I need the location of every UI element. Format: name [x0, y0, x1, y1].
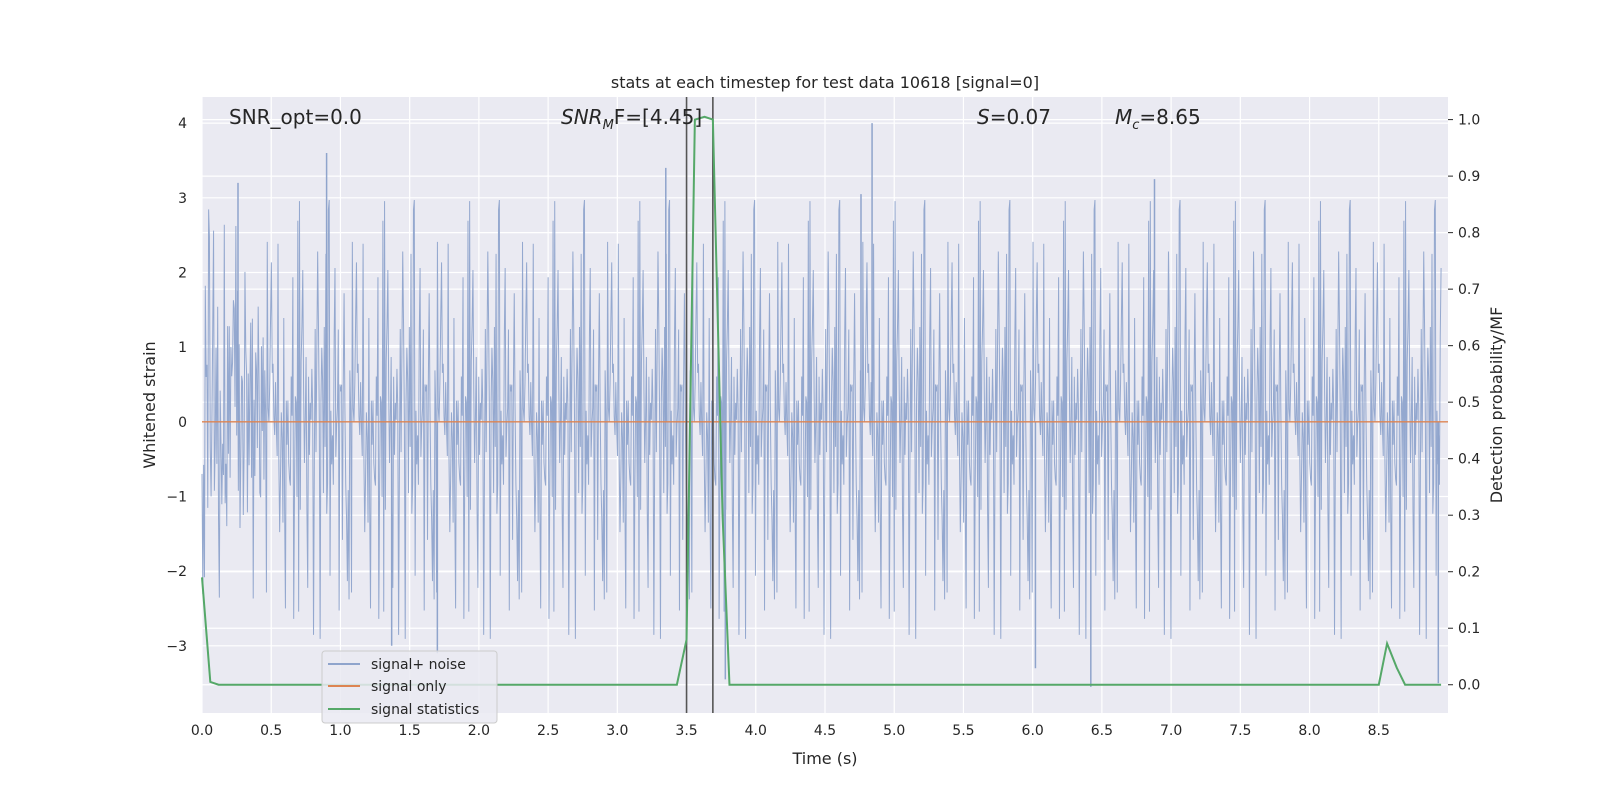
y2-tick-label: 0.5 [1458, 395, 1480, 411]
x-tick-label: 4.0 [745, 723, 767, 739]
x-tick-label: 3.5 [675, 723, 697, 739]
noise-line [201, 199, 1442, 639]
mc-sub: c [1132, 118, 1139, 133]
y2-tick-label: 0.1 [1458, 621, 1480, 637]
annotation-snr-mf: SNRMF=[4.45] [561, 105, 702, 133]
x-tick-label: 6.0 [1022, 723, 1044, 739]
legend-label-stat: signal statistics [371, 702, 479, 718]
x-axis-label: Time (s) [791, 749, 857, 768]
chart-title: stats at each timestep for test data 106… [611, 73, 1039, 92]
x-tick-label: 4.5 [814, 723, 836, 739]
x-tick-label: 1.5 [399, 723, 421, 739]
s-value: =0.07 [990, 105, 1051, 129]
y-ticks: 4 3 2 1 0 −1 −2 −3 [166, 116, 187, 655]
y2-tick-label: 0.3 [1458, 508, 1480, 524]
mc-italic: M [1115, 105, 1132, 129]
y-tick-label: −1 [166, 489, 187, 505]
y2-ticks: 1.0 0.9 0.8 0.7 0.6 0.5 0.4 0.3 0.2 0.1 0.0 [1448, 113, 1480, 694]
x-tick-label: 6.5 [1091, 723, 1113, 739]
y2-tick-label: 0.7 [1458, 282, 1480, 298]
annotation-mc: Mc=8.65 [1115, 105, 1201, 133]
y-axis-label: Whitened strain [140, 341, 159, 468]
y2-tick-label: 0.0 [1458, 678, 1480, 694]
x-tick-label: 3.0 [606, 723, 628, 739]
mc-value: =8.65 [1139, 105, 1200, 129]
x-tick-label: 2.5 [537, 723, 559, 739]
x-tick-label: 0.0 [191, 723, 213, 739]
legend: signal+ noise signal only signal statist… [321, 650, 498, 724]
s-italic: S [977, 105, 990, 129]
y2-tick-label: 0.6 [1458, 339, 1480, 355]
y-tick-label: 3 [178, 191, 187, 207]
y-tick-label: 4 [178, 116, 187, 132]
x-ticks: 0.0 0.5 1.0 1.5 2.0 2.5 3.0 3.5 4.0 4.5 5.0 5.5 6.0 6… [191, 723, 1390, 739]
y-tick-label: 0 [178, 415, 187, 431]
y-tick-label: −2 [166, 564, 187, 580]
snr-mf-suffix: F=[4.45] [614, 105, 702, 129]
legend-label-signal: signal only [371, 679, 446, 695]
x-tick-label: 7.0 [1160, 723, 1182, 739]
x-tick-label: 5.0 [883, 723, 905, 739]
y2-tick-label: 0.9 [1458, 169, 1480, 185]
x-tick-label: 2.0 [468, 723, 490, 739]
y2-tick-label: 0.8 [1458, 226, 1480, 242]
y2-tick-label: 0.2 [1458, 565, 1480, 581]
x-tick-label: 8.5 [1368, 723, 1390, 739]
y2-tick-label: 1.0 [1458, 113, 1480, 129]
snr-mf-sub: M [603, 118, 614, 133]
annotation-s: S=0.07 [977, 105, 1051, 129]
legend-label-noise: signal+ noise [371, 657, 466, 673]
y-tick-label: 1 [178, 340, 187, 356]
annotation-snr-opt: SNR_opt=0.0 [229, 105, 362, 129]
x-tick-label: 7.5 [1229, 723, 1251, 739]
y2-tick-label: 0.4 [1458, 452, 1480, 468]
noise-series [201, 123, 1442, 687]
snr-mf-prefix: SNR [561, 105, 603, 129]
y2-axis-label: Detection probability/MF [1487, 307, 1506, 504]
y-tick-label: 2 [178, 265, 187, 281]
x-tick-label: 0.5 [260, 723, 282, 739]
y-tick-label: −3 [166, 639, 187, 655]
x-tick-label: 5.5 [952, 723, 974, 739]
legend-box [321, 650, 498, 724]
x-tick-label: 1.0 [329, 723, 351, 739]
x-tick-label: 8.0 [1298, 723, 1320, 739]
